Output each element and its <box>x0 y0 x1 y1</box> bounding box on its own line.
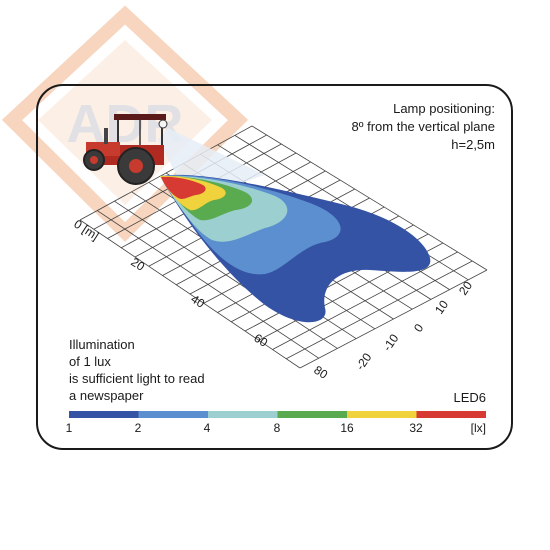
scale-label-16: 16 <box>340 421 354 435</box>
lamp-info-line-3: h=2,5m <box>451 137 495 152</box>
lamp-info-line-2: 8º from the vertical plane <box>352 119 495 134</box>
grid-line-along-1 <box>96 210 319 359</box>
lateral-axis: 20 10 0 -10 -20 <box>353 278 475 372</box>
scale-unit: [lx] <box>471 421 486 435</box>
lamp-icon <box>158 119 168 129</box>
scale-label-2: 2 <box>135 421 142 435</box>
lateral-tick-minus-20: -20 <box>353 350 375 373</box>
note-line-1: Illumination <box>69 337 135 352</box>
lateral-tick-minus-10: -10 <box>380 331 402 354</box>
illumination-note: Illumination of 1 lux is sufficient ligh… <box>69 337 205 403</box>
scale-segment-16 <box>347 411 417 418</box>
note-line-4: a newspaper <box>69 388 144 403</box>
scale-label-4: 4 <box>204 421 211 435</box>
lux-scale-bar <box>69 411 486 418</box>
lux-scale-labels: 1 2 4 8 16 32 [lx] <box>66 421 486 435</box>
diagram-frame <box>36 84 513 450</box>
distance-tick-80: 80 <box>311 363 330 382</box>
grid-line-along-0 <box>79 219 301 369</box>
scale-segment-8 <box>277 411 347 418</box>
scale-segment-1 <box>69 411 139 418</box>
tractor-illustration <box>83 114 168 185</box>
note-line-2: of 1 lux <box>69 354 111 369</box>
note-line-3: is sufficient light to read <box>69 371 205 386</box>
lamp-info-line-1: Lamp positioning: <box>393 101 495 116</box>
scale-segment-2 <box>138 411 208 418</box>
distance-tick-20: 20 <box>128 255 147 274</box>
lateral-tick-0: 0 <box>411 321 426 335</box>
scale-segment-32 <box>416 411 486 418</box>
distance-tick-60: 60 <box>251 331 270 350</box>
grid-line-along-2 <box>114 200 338 349</box>
tractor-roof <box>114 114 166 120</box>
scale-label-32: 32 <box>409 421 423 435</box>
isolux-32-lux <box>161 176 206 199</box>
tractor-front-hub <box>90 156 98 164</box>
model-label: LED6 <box>453 390 486 405</box>
illumination-pattern <box>160 174 431 323</box>
scale-segment-4 <box>208 411 278 418</box>
tractor-exhaust <box>104 128 108 144</box>
scale-label-1: 1 <box>66 421 73 435</box>
lamp-info: Lamp positioning: 8º from the vertical p… <box>352 101 495 152</box>
lateral-tick-20: 20 <box>456 278 475 297</box>
grid-line-along-10 <box>251 125 488 271</box>
lateral-tick-10: 10 <box>432 297 451 316</box>
tractor-rear-hub <box>129 159 143 173</box>
watermark-diamond-inner <box>38 40 212 205</box>
scale-label-8: 8 <box>274 421 281 435</box>
distance-unit-label: 0 [m] <box>71 217 101 243</box>
